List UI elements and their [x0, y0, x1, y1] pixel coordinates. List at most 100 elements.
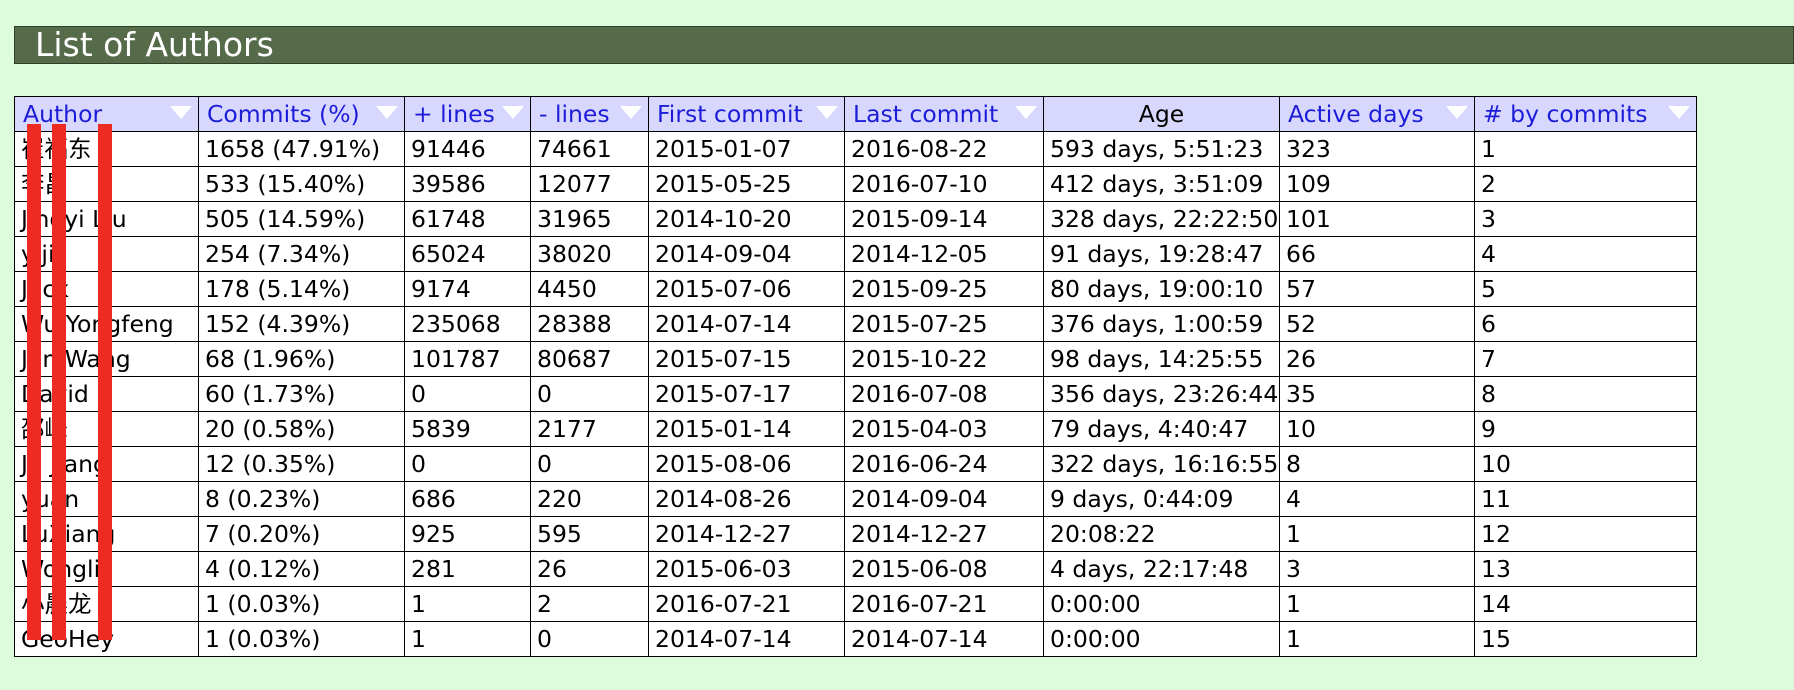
last-commit-cell: 2015-09-25	[844, 271, 1044, 307]
rank-cell: 14	[1474, 586, 1697, 622]
column-header-label: Age	[1138, 100, 1185, 128]
commits-cell: 505 (14.59%)	[198, 201, 405, 237]
table-row: yiji 254 (7.34%) 65024 38020 2014-09-04 …	[14, 236, 1697, 272]
first-commit-cell: 2015-07-17	[648, 376, 845, 412]
table-row: Jan Wang 68 (1.96%) 101787 80687 2015-07…	[14, 341, 1697, 377]
lines-added-cell: 101787	[404, 341, 531, 377]
column-header-commits[interactable]: Commits (%)	[198, 96, 405, 132]
table-row: 崔福东 1658 (47.91%) 91446 74661 2015-01-07…	[14, 131, 1697, 167]
authors-table: Author Commits (%) + lines - lines First…	[14, 96, 1697, 657]
sort-icon[interactable]	[816, 106, 838, 119]
lines-removed-cell: 595	[530, 516, 649, 552]
lines-added-cell: 9174	[404, 271, 531, 307]
first-commit-cell: 2016-07-21	[648, 586, 845, 622]
active-days-cell: 1	[1279, 621, 1475, 657]
table-row: Ju Jiang 12 (0.35%) 0 0 2015-08-06 2016-…	[14, 446, 1697, 482]
sort-icon[interactable]	[170, 106, 192, 119]
lines-added-cell: 1	[404, 621, 531, 657]
redaction-mark	[27, 124, 41, 640]
last-commit-cell: 2016-07-08	[844, 376, 1044, 412]
last-commit-cell: 2014-12-05	[844, 236, 1044, 272]
active-days-cell: 66	[1279, 236, 1475, 272]
sort-icon[interactable]	[1446, 106, 1468, 119]
last-commit-cell: 2016-07-21	[844, 586, 1044, 622]
last-commit-cell: 2016-08-22	[844, 131, 1044, 167]
lines-added-cell: 0	[404, 376, 531, 412]
age-cell: 20:08:22	[1043, 516, 1280, 552]
rank-cell: 12	[1474, 516, 1697, 552]
lines-removed-cell: 4450	[530, 271, 649, 307]
sort-icon[interactable]	[502, 106, 524, 119]
last-commit-cell: 2015-06-08	[844, 551, 1044, 587]
commits-cell: 20 (0.58%)	[198, 411, 405, 447]
sort-icon[interactable]	[1015, 106, 1037, 119]
redaction-mark	[52, 124, 66, 640]
lines-added-cell: 686	[404, 481, 531, 517]
column-header-active-days[interactable]: Active days	[1279, 96, 1475, 132]
active-days-cell: 4	[1279, 481, 1475, 517]
commits-cell: 68 (1.96%)	[198, 341, 405, 377]
sort-icon[interactable]	[376, 106, 398, 119]
lines-added-cell: 5839	[404, 411, 531, 447]
rank-cell: 9	[1474, 411, 1697, 447]
age-cell: 412 days, 3:51:09	[1043, 166, 1280, 202]
active-days-cell: 35	[1279, 376, 1475, 412]
age-cell: 9 days, 0:44:09	[1043, 481, 1280, 517]
lines-removed-cell: 12077	[530, 166, 649, 202]
first-commit-cell: 2015-05-25	[648, 166, 845, 202]
rank-cell: 5	[1474, 271, 1697, 307]
lines-removed-cell: 2	[530, 586, 649, 622]
table-row: 小晨龙 1 (0.03%) 1 2 2016-07-21 2016-07-21 …	[14, 586, 1697, 622]
commits-cell: 12 (0.35%)	[198, 446, 405, 482]
rank-cell: 13	[1474, 551, 1697, 587]
lines-removed-cell: 26	[530, 551, 649, 587]
column-header-lines-removed[interactable]: - lines	[530, 96, 649, 132]
active-days-cell: 3	[1279, 551, 1475, 587]
active-days-cell: 1	[1279, 586, 1475, 622]
table-row: Jack 178 (5.14%) 9174 4450 2015-07-06 20…	[14, 271, 1697, 307]
lines-added-cell: 925	[404, 516, 531, 552]
sort-icon[interactable]	[1668, 106, 1690, 119]
lines-removed-cell: 0	[530, 446, 649, 482]
column-header-label: Author	[23, 100, 103, 128]
table-row: Wu Yongfeng 152 (4.39%) 235068 28388 201…	[14, 306, 1697, 342]
lines-removed-cell: 28388	[530, 306, 649, 342]
commits-cell: 533 (15.40%)	[198, 166, 405, 202]
table-row: GeoHey 1 (0.03%) 1 0 2014-07-14 2014-07-…	[14, 621, 1697, 657]
lines-removed-cell: 74661	[530, 131, 649, 167]
lines-added-cell: 235068	[404, 306, 531, 342]
last-commit-cell: 2014-09-04	[844, 481, 1044, 517]
commits-cell: 4 (0.12%)	[198, 551, 405, 587]
column-header-label: Last commit	[853, 100, 999, 128]
rank-cell: 4	[1474, 236, 1697, 272]
first-commit-cell: 2014-10-20	[648, 201, 845, 237]
column-header-last-commit[interactable]: Last commit	[844, 96, 1044, 132]
age-cell: 356 days, 23:26:44	[1043, 376, 1280, 412]
lines-added-cell: 91446	[404, 131, 531, 167]
column-header-rank-by-commits[interactable]: # by commits	[1474, 96, 1697, 132]
table-row: Wongli 4 (0.12%) 281 26 2015-06-03 2015-…	[14, 551, 1697, 587]
commits-cell: 178 (5.14%)	[198, 271, 405, 307]
table-row: yuan 8 (0.23%) 686 220 2014-08-26 2014-0…	[14, 481, 1697, 517]
age-cell: 4 days, 22:17:48	[1043, 551, 1280, 587]
first-commit-cell: 2014-07-14	[648, 621, 845, 657]
table-row: LuXiang 7 (0.20%) 925 595 2014-12-27 201…	[14, 516, 1697, 552]
age-cell: 0:00:00	[1043, 621, 1280, 657]
sort-icon[interactable]	[620, 106, 642, 119]
rank-cell: 7	[1474, 341, 1697, 377]
column-header-first-commit[interactable]: First commit	[648, 96, 845, 132]
redaction-mark	[98, 124, 112, 640]
column-header-lines-added[interactable]: + lines	[404, 96, 531, 132]
commits-cell: 7 (0.20%)	[198, 516, 405, 552]
column-header-label: First commit	[657, 100, 803, 128]
active-days-cell: 10	[1279, 411, 1475, 447]
lines-added-cell: 281	[404, 551, 531, 587]
first-commit-cell: 2014-12-27	[648, 516, 845, 552]
first-commit-cell: 2015-07-15	[648, 341, 845, 377]
age-cell: 322 days, 16:16:55	[1043, 446, 1280, 482]
age-cell: 376 days, 1:00:59	[1043, 306, 1280, 342]
first-commit-cell: 2015-01-07	[648, 131, 845, 167]
column-header-label: Active days	[1288, 100, 1424, 128]
table-row: David 60 (1.73%) 0 0 2015-07-17 2016-07-…	[14, 376, 1697, 412]
first-commit-cell: 2015-07-06	[648, 271, 845, 307]
